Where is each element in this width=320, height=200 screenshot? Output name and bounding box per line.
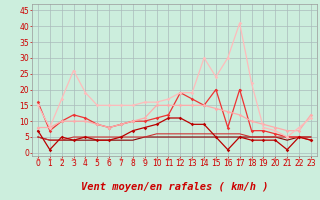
X-axis label: Vent moyen/en rafales ( km/h ): Vent moyen/en rafales ( km/h )	[81, 182, 268, 192]
